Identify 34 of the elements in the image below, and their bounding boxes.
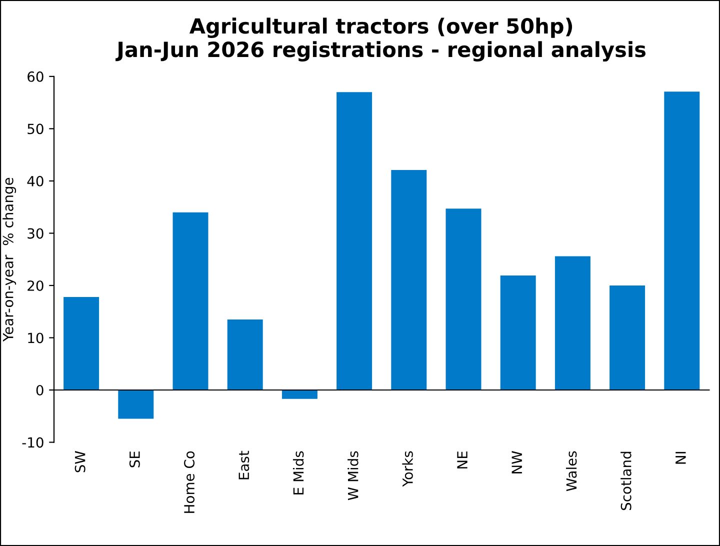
x-tick-label: SE — [129, 451, 140, 468]
x-tick-label: W Mids — [348, 451, 358, 500]
x-tick-label: NE — [457, 451, 468, 468]
bar — [172, 212, 208, 390]
bar — [282, 390, 318, 399]
x-tick-label: E Mids — [292, 451, 304, 494]
bar — [336, 92, 372, 390]
y-tick-label: 60 — [28, 71, 44, 82]
bar — [446, 208, 482, 390]
x-tick-label: SW — [74, 451, 86, 472]
bar — [64, 296, 100, 390]
y-tick-label: -10 — [22, 437, 44, 448]
x-tick-label: NI — [676, 452, 686, 464]
y-tick-label: 40 — [27, 176, 44, 186]
chart-title: Agricultural tractors (over 50hp) Jan-Jun 2026 registrations - regional analysis — [116, 18, 646, 62]
bar — [554, 256, 590, 390]
x-tick-label: Yorks — [402, 451, 413, 487]
y-tick-label: 50 — [28, 124, 44, 134]
y-tick-label: 0 — [36, 384, 44, 396]
bar — [118, 390, 154, 419]
x-tick-label: East — [238, 450, 250, 480]
bar — [664, 92, 700, 390]
x-tick-label: Scotland — [620, 452, 632, 510]
y-tick-label: 10 — [28, 332, 44, 344]
bar — [391, 170, 427, 390]
y-axis-title: Year-on-year % change — [2, 178, 16, 342]
x-tick-label: Wales — [566, 451, 577, 492]
y-tick-label: 20 — [28, 280, 44, 291]
bar — [610, 285, 646, 390]
bar — [500, 276, 536, 390]
x-tick-label: Home Co — [184, 451, 195, 513]
y-tick-label: 30 — [28, 228, 44, 239]
bar — [227, 319, 263, 390]
x-tick-label: NW — [512, 451, 522, 474]
